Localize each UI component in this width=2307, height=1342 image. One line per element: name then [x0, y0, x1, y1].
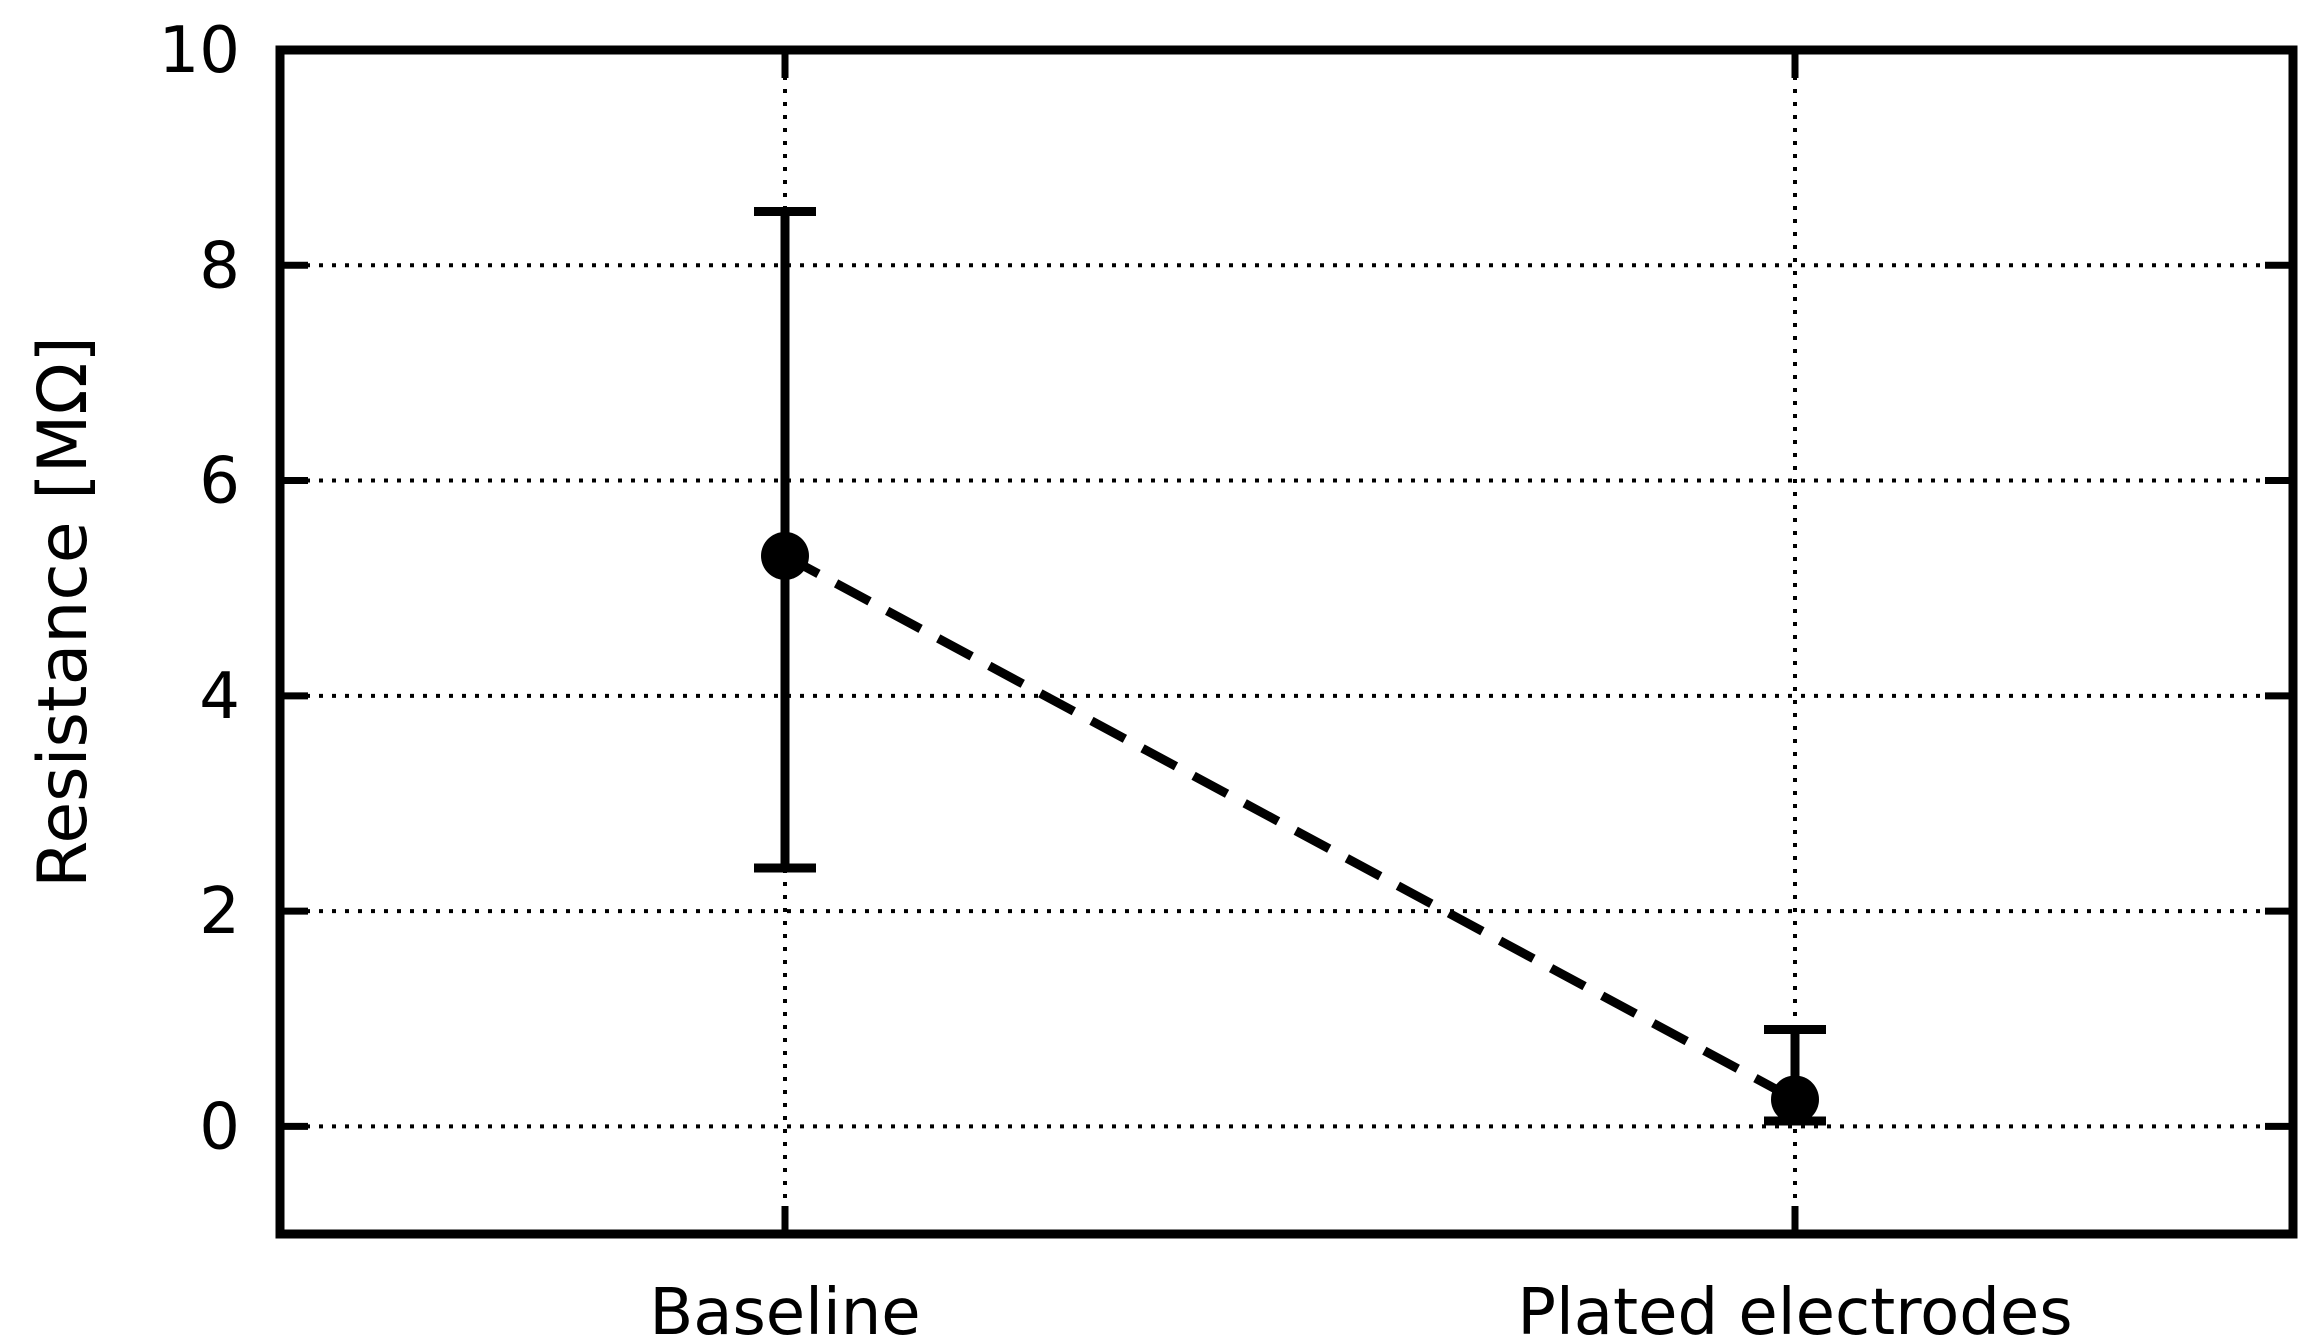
- y-tick-label: 2: [199, 875, 240, 949]
- y-tick-label: 10: [159, 14, 240, 88]
- y-tick-labels: 0 2 4 6 8 10: [159, 14, 240, 1164]
- series-group: [754, 206, 1826, 1126]
- x-tick-label: Plated electrodes: [1517, 1276, 2072, 1342]
- y-tick-label: 0: [199, 1090, 240, 1164]
- series-line: [782, 551, 1798, 1104]
- plot-frame: [275, 45, 2298, 1239]
- y-tick-label: 6: [199, 445, 240, 519]
- x-tick-labels: Baseline Plated electrodes: [649, 1276, 2072, 1342]
- y-axis-label: Resistance [MΩ]: [24, 336, 103, 888]
- y-tick-label: 8: [199, 229, 240, 303]
- data-point-1: [1771, 1075, 1819, 1124]
- x-tick-label: Baseline: [649, 1276, 920, 1342]
- y-tick-label: 4: [199, 660, 240, 734]
- data-point-0: [761, 531, 809, 580]
